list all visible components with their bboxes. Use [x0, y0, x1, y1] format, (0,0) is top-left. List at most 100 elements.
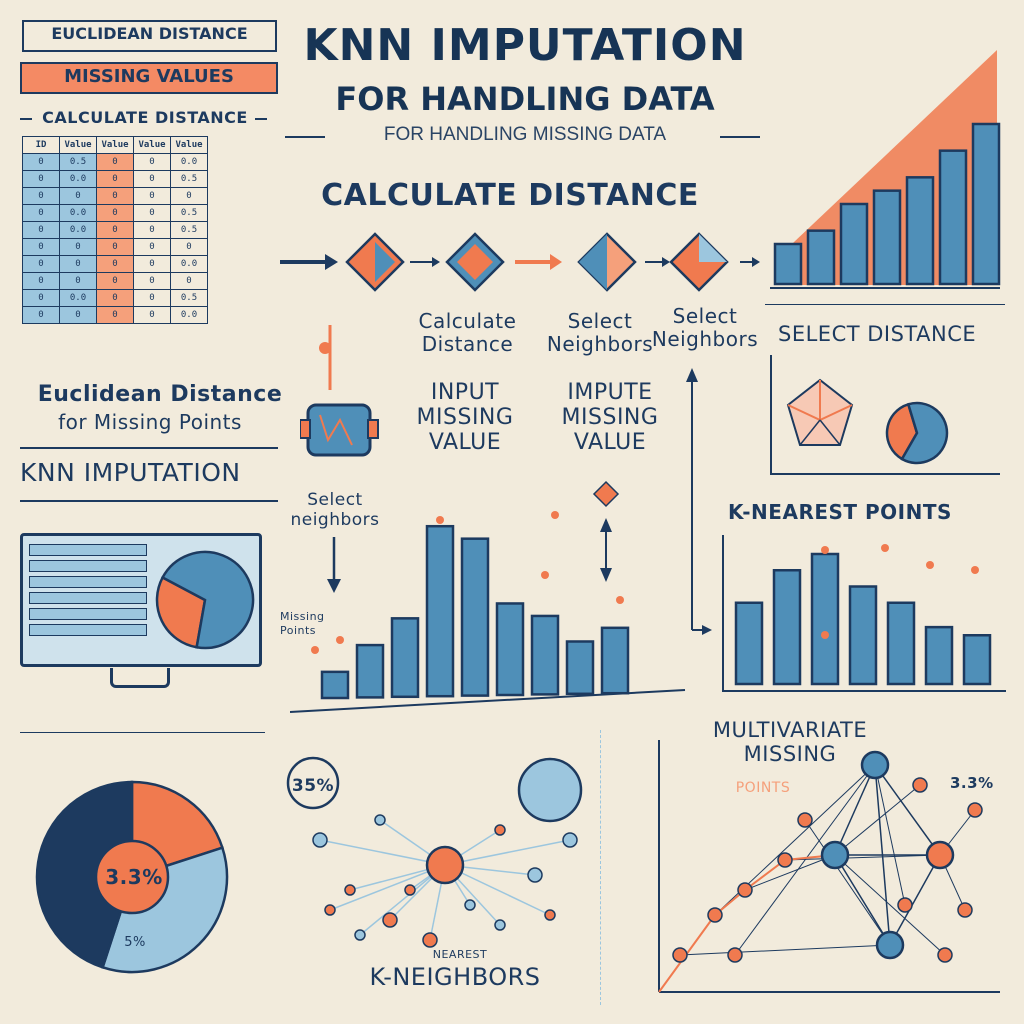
pie-slice	[35, 780, 134, 969]
chart-dot	[821, 631, 829, 639]
chart-bar	[810, 552, 840, 686]
table-cell: 0	[22, 238, 60, 256]
chart-dot	[336, 636, 344, 644]
chart-bar	[938, 149, 968, 286]
network-node	[374, 814, 386, 826]
network-node	[344, 884, 356, 896]
flow-heading: CALCULATE DISTANCE	[321, 178, 699, 213]
network-node	[404, 884, 416, 896]
tagline-rule-right	[720, 136, 760, 138]
table-row: 0 0.0 0 0 0.5	[22, 204, 208, 222]
k-nearest-bar-chart	[734, 544, 992, 686]
chart-bar	[886, 601, 916, 686]
missing-values-badge: MISSING VALUES	[20, 62, 278, 94]
scatter-point	[912, 777, 928, 793]
page-tagline: FOR HANDLING MISSING DATA	[383, 124, 667, 145]
tagline-rule-left	[285, 136, 325, 138]
knn-label: KNN IMPUTATION	[20, 458, 241, 487]
caption-rule-right	[255, 118, 267, 120]
table-cell: 0.0	[170, 153, 208, 171]
scatter-point	[937, 947, 953, 963]
chart-dot	[821, 546, 829, 554]
top-right-bar-chart	[770, 50, 1001, 289]
table-cell: 0.5	[170, 170, 208, 188]
table-cell: 0	[133, 306, 171, 324]
network-percent: 35%	[291, 776, 335, 796]
chart-bar	[872, 189, 902, 286]
table-header-cell: Value	[59, 136, 97, 154]
chart-bar	[425, 524, 455, 698]
pie-percent: 3.3%	[105, 865, 163, 889]
chart-bar	[962, 634, 992, 686]
table-cell: 0	[22, 187, 60, 205]
table-cell: 0	[96, 272, 134, 290]
table-cell: 0	[133, 289, 171, 307]
table-cell: 0.5	[170, 289, 208, 307]
table-cell: 0	[59, 238, 97, 256]
step-calculate-distance: Calculate Distance	[418, 309, 517, 356]
divider-rule-2	[20, 500, 278, 502]
chart-dot	[926, 561, 934, 569]
page-subtitle: FOR HANDLING DATA	[335, 80, 715, 118]
network-node	[494, 824, 506, 836]
scatter-point	[797, 812, 813, 828]
percent-circle	[286, 756, 340, 810]
chart-bar	[355, 643, 385, 699]
table-cell: 0	[96, 204, 134, 222]
select-distance-label: SELECT DISTANCE	[778, 322, 977, 346]
network-node	[354, 929, 366, 941]
imputer-icon	[300, 325, 379, 457]
table-row: 0 0.5 0 0 0.0	[22, 153, 208, 171]
chart-dot	[971, 566, 979, 574]
network-edge	[329, 864, 446, 911]
chart-bar	[772, 569, 802, 686]
center-bar-chart	[290, 511, 686, 713]
scatter-point	[727, 947, 743, 963]
monitor-stand	[110, 668, 170, 688]
table-cell: 0.5	[170, 204, 208, 222]
vertical-arrow	[686, 368, 712, 635]
network-node	[464, 899, 476, 911]
table-cell: 0.0	[59, 204, 97, 222]
scatter-point	[777, 852, 793, 868]
distance-pie-chart	[885, 401, 949, 465]
table-header-cell: ID	[22, 136, 60, 154]
info-circle	[517, 757, 583, 823]
table-cell: 0	[59, 306, 97, 324]
table-cell: 0	[22, 170, 60, 188]
chart-bar	[971, 122, 1001, 286]
flow-diagram	[280, 232, 760, 292]
chart-bar	[530, 614, 560, 696]
table-cell: 0	[170, 272, 208, 290]
table-cell: 0	[170, 238, 208, 256]
network-node	[312, 832, 328, 848]
table-cell: 0	[59, 255, 97, 273]
chart-bar	[848, 585, 878, 686]
table-cell: 0.0	[170, 306, 208, 324]
table-cell: 0	[133, 187, 171, 205]
euclidean-subtitle: for Missing Points	[58, 410, 242, 434]
monitor-row	[29, 624, 147, 636]
network-panel	[275, 730, 601, 1005]
chart-bar	[565, 640, 595, 696]
table-cell: 0	[22, 272, 60, 290]
network-node	[562, 832, 578, 848]
table-cell: 0.5	[170, 221, 208, 239]
arrow-icon	[515, 254, 562, 270]
pie-center	[94, 839, 170, 915]
page-title: KNN IMPUTATION	[303, 20, 747, 71]
network-node	[544, 909, 556, 921]
scatter-edge	[834, 784, 921, 856]
scatter-edge	[679, 944, 891, 956]
caption-rule-left	[20, 118, 32, 120]
k-neighbors-network	[312, 814, 578, 948]
scatter-edge	[834, 764, 876, 856]
polyhedron-icon	[786, 378, 854, 446]
euclidean-distance-badge: EUCLIDEAN DISTANCE	[22, 20, 277, 52]
monitor-row	[29, 576, 147, 588]
network-node	[494, 919, 506, 931]
distance-table: ID Value Value Value Value 0 0.5 0 0 0.0 0 0.0 0 0 0.…	[22, 136, 208, 324]
step-select-neighbors-2: Select Neighbors	[651, 304, 759, 351]
